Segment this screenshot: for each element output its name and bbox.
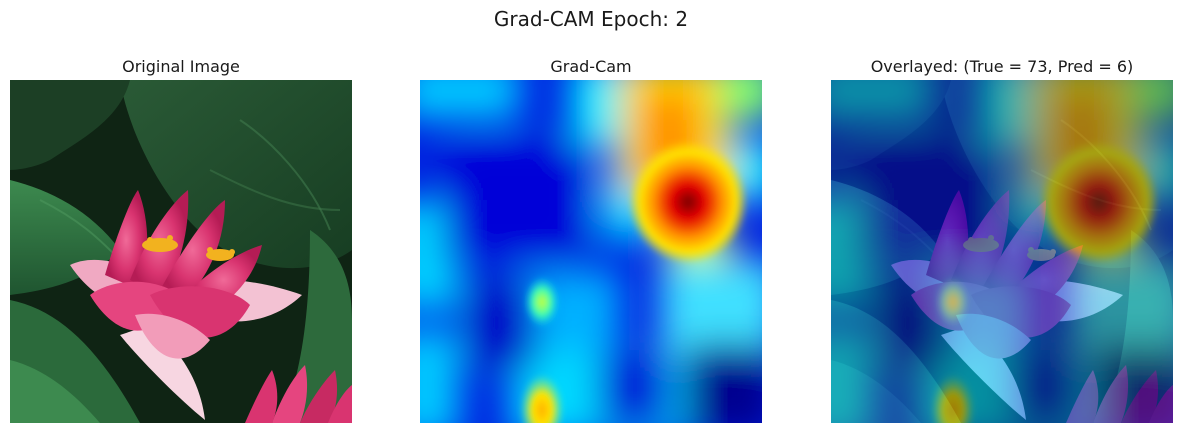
panel-original-image: Original Image	[10, 56, 352, 423]
figure-suptitle: Grad-CAM Epoch: 2	[493, 7, 689, 31]
overlayed-image	[831, 80, 1173, 423]
panel-title-gradcam: Grad-Cam	[550, 57, 632, 76]
grad-cam-heatmap	[420, 80, 762, 423]
panel-title-overlayed: Overlayed: (True = 73, Pred = 6)	[870, 57, 1134, 76]
panel-title-original: Original Image	[122, 57, 240, 76]
panel-grad-cam: Grad-Cam	[420, 56, 762, 423]
original-image	[10, 80, 352, 423]
panel-overlayed: Overlayed: (True = 73, Pred = 6)	[831, 56, 1173, 423]
